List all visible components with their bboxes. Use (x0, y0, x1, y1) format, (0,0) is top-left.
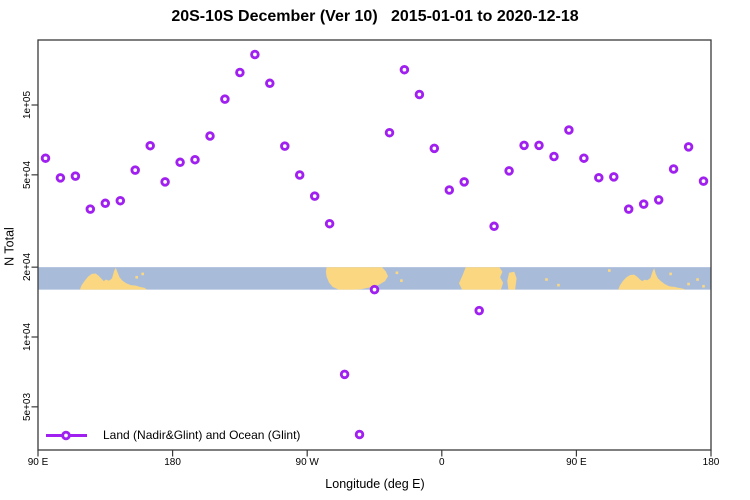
data-point (698, 176, 709, 186)
data-point (384, 127, 395, 138)
data-point (653, 195, 664, 205)
x-tick-label: 90 E (566, 457, 587, 468)
data-point (145, 140, 155, 151)
map-land-africa (459, 267, 504, 290)
data-point (130, 165, 140, 175)
data-point (399, 64, 410, 75)
data-point (429, 143, 440, 154)
map-island (702, 284, 705, 288)
map-land-madagascar (507, 271, 517, 290)
data-point (175, 157, 185, 168)
x-tick-label: 90 W (295, 457, 319, 468)
data-point (309, 191, 320, 201)
map-island (557, 283, 560, 287)
data-point (40, 153, 51, 163)
map-island (687, 282, 690, 286)
data-point (444, 185, 455, 195)
data-point (504, 166, 514, 176)
data-point (534, 140, 544, 151)
map-island (696, 278, 699, 281)
map-island (669, 272, 672, 276)
data-point (683, 142, 694, 152)
data-point (160, 177, 170, 187)
data-point (339, 369, 350, 380)
legend-label: Land (Nadir&Glint) and Ocean (Glint) (103, 428, 301, 442)
data-point (594, 172, 604, 183)
data-point (294, 170, 305, 180)
x-tick-label: 180 (164, 457, 181, 468)
x-tick-label: 0 (439, 457, 445, 468)
y-tick-label: 2e+04 (22, 253, 33, 282)
data-point (474, 305, 484, 316)
data-point (115, 195, 126, 206)
data-point (564, 125, 574, 135)
data-point (519, 140, 529, 151)
data-point (549, 151, 559, 162)
map-land-australia-wrap (618, 268, 686, 290)
data-point (235, 67, 245, 78)
map-island (395, 271, 399, 275)
data-point (55, 173, 66, 183)
data-point (354, 429, 365, 440)
x-tick-label: 90 E (27, 457, 49, 468)
y-tick-label: 5e+04 (22, 160, 33, 189)
data-point (668, 164, 679, 174)
y-tick-label: 5e+03 (22, 392, 33, 421)
data-point (205, 131, 215, 141)
data-point (638, 199, 649, 209)
data-point (459, 177, 469, 187)
data-point (190, 154, 200, 165)
map-island (141, 272, 144, 276)
data-point (369, 284, 380, 295)
data-point (489, 221, 499, 232)
y-tick-label: 1e+04 (22, 322, 33, 352)
plot-border (37, 39, 712, 451)
data-point (414, 89, 425, 100)
map-island (608, 269, 611, 272)
data-point (280, 141, 290, 151)
chart-title: 20S-10S December (Ver 10) 2015-01-01 to … (171, 8, 579, 25)
x-axis-label: Longitude (deg E) (325, 477, 425, 491)
legend-marker (61, 430, 71, 441)
x-tick-label: 180 (702, 457, 720, 468)
data-point (220, 94, 230, 104)
map-land-south-america (325, 267, 388, 290)
map-island (545, 278, 548, 281)
data-point (579, 153, 589, 163)
data-point (100, 198, 111, 209)
data-point (85, 204, 96, 214)
data-point (70, 171, 81, 181)
data-point (324, 218, 335, 229)
data-point (265, 78, 275, 89)
y-tick-label: 1e+05 (22, 90, 33, 120)
data-point (623, 204, 634, 214)
data-point (609, 172, 619, 182)
data-point (250, 49, 260, 60)
map-island (135, 275, 139, 279)
map-island (400, 279, 403, 282)
map-land-australia (79, 267, 148, 290)
